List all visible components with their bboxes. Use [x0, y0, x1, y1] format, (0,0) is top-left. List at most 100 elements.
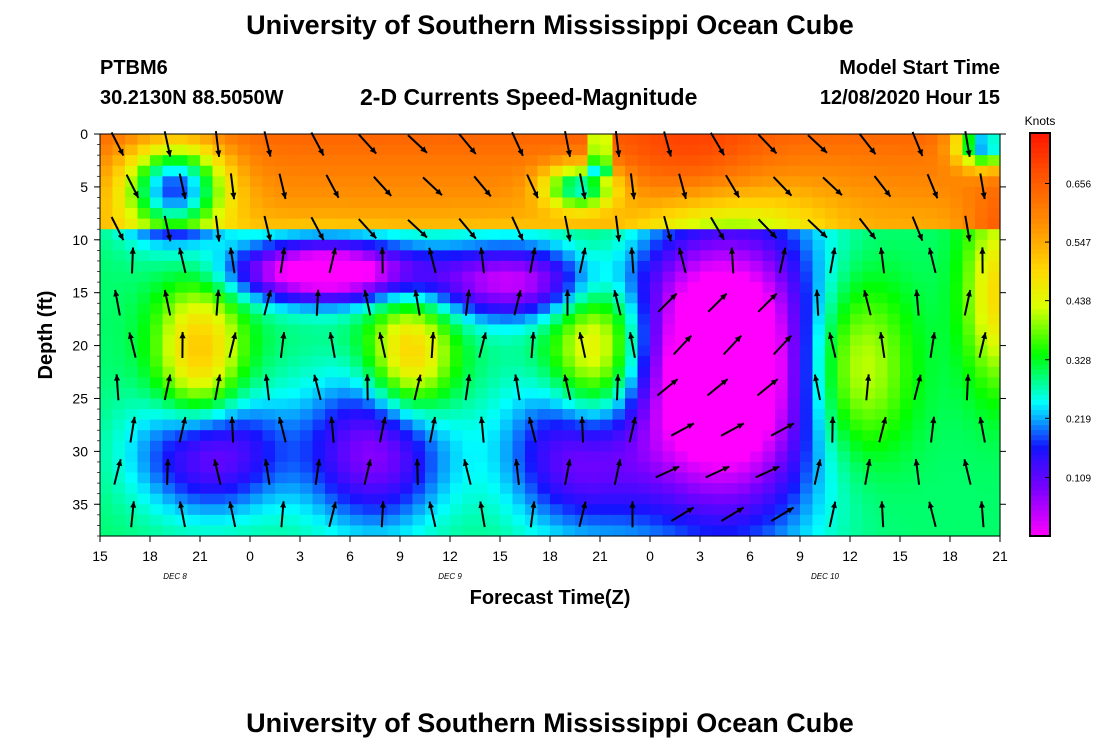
heat-cell: [962, 176, 976, 188]
heat-cell: [950, 292, 964, 304]
heat-cell: [275, 366, 289, 378]
heat-cell: [600, 419, 614, 431]
heat-cell: [375, 387, 389, 400]
heat-cell: [575, 303, 589, 315]
heat-cell: [200, 324, 214, 336]
heat-cell: [537, 525, 551, 537]
heat-cell: [712, 250, 726, 262]
heat-cell: [650, 472, 664, 484]
heat-cell: [600, 239, 614, 251]
heat-cell: [437, 387, 451, 400]
current-arrow-head: [865, 459, 872, 466]
heat-cell: [525, 472, 539, 484]
heat-cell: [550, 292, 564, 304]
heat-cell: [687, 165, 701, 177]
heat-cell: [412, 134, 426, 146]
heat-cell: [112, 440, 126, 452]
heat-cell: [475, 387, 489, 400]
heat-cell: [125, 165, 139, 177]
current-arrow-head: [684, 335, 692, 343]
heat-cell: [975, 197, 989, 209]
heat-cell: [300, 208, 314, 220]
heat-cell: [975, 525, 989, 537]
heat-cell: [200, 525, 214, 537]
heat-cell: [775, 483, 789, 495]
heat-cell: [350, 409, 364, 421]
heat-cell: [212, 134, 226, 146]
heat-cell: [900, 176, 914, 188]
heat-cell: [537, 419, 551, 431]
colorbar-segment: [1030, 269, 1050, 275]
heat-cell: [362, 292, 376, 304]
heat-cell: [425, 440, 439, 452]
heat-cell: [812, 356, 826, 368]
heat-cell: [887, 250, 901, 262]
heat-cell: [225, 229, 239, 241]
heat-cell: [225, 525, 239, 537]
heat-cell: [687, 218, 701, 230]
heat-cell: [100, 292, 114, 304]
heat-cell: [675, 366, 689, 378]
heat-cell: [237, 483, 251, 495]
heat-cell: [562, 366, 576, 378]
heat-cell: [450, 472, 464, 484]
heat-cell: [100, 366, 114, 378]
heat-cell: [850, 313, 864, 326]
current-arrow-head: [384, 189, 392, 196]
heat-cell: [275, 451, 289, 463]
heat-cell: [587, 472, 601, 484]
heat-cell: [612, 440, 626, 452]
heat-cell: [387, 313, 401, 326]
heat-cell: [325, 165, 339, 177]
heat-cell: [375, 282, 389, 294]
heat-cell: [150, 430, 164, 442]
heat-cell: [200, 387, 214, 400]
heat-cell: [800, 165, 814, 177]
current-arrow-head: [413, 289, 420, 297]
heat-cell: [487, 419, 501, 431]
heat-cell: [675, 324, 689, 336]
date-label: DEC 8: [163, 572, 187, 581]
heat-cell: [900, 155, 914, 167]
heat-cell: [550, 303, 564, 315]
heat-cell: [300, 356, 314, 368]
heat-cell: [212, 366, 226, 378]
station-id: PTBM6: [100, 57, 168, 79]
current-arrow-head: [614, 374, 621, 381]
heat-cell: [187, 282, 201, 294]
current-arrow-head: [769, 231, 777, 238]
heat-cell: [125, 472, 139, 484]
heat-cell: [987, 387, 1001, 400]
heat-cell: [412, 525, 426, 537]
heat-cell: [125, 483, 139, 495]
heat-cell: [675, 461, 689, 474]
x-tick-label: 21: [192, 548, 208, 564]
heat-cell: [787, 345, 801, 357]
heat-cell: [250, 345, 264, 357]
heat-cell: [100, 472, 114, 484]
heat-cell: [537, 430, 551, 442]
colorbar-segment: [1030, 158, 1050, 164]
heat-cell: [462, 440, 476, 452]
heat-cell: [125, 504, 139, 516]
colorbar-segment: [1030, 430, 1050, 436]
heat-cell: [337, 472, 351, 484]
heat-cell: [300, 292, 314, 304]
heat-cell: [575, 356, 589, 368]
heat-cell: [137, 525, 151, 537]
heat-cell: [725, 504, 739, 516]
heat-cell: [950, 514, 964, 527]
heat-cell: [300, 514, 314, 527]
heat-cell: [275, 303, 289, 315]
heat-cell: [987, 398, 1001, 410]
heat-cell: [325, 313, 339, 326]
heat-cell: [262, 208, 276, 220]
heat-cell: [475, 155, 489, 167]
heat-cell: [700, 409, 714, 421]
heat-cell: [775, 366, 789, 378]
heat-cell: [450, 335, 464, 347]
heat-cell: [987, 303, 1001, 315]
heat-cell: [687, 134, 701, 146]
heat-cell: [950, 186, 964, 199]
heat-cell: [875, 461, 889, 474]
